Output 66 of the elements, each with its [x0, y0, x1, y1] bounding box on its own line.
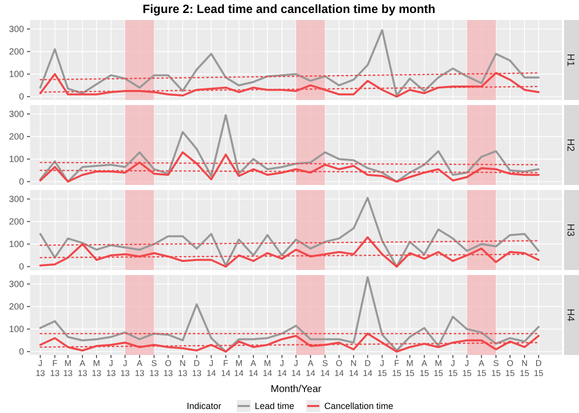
x-tick-label: A 15: [476, 358, 486, 378]
y-tick-label: 0: [18, 92, 24, 102]
legend-label: Cancellation time: [324, 401, 394, 411]
x-tick-label: D 13: [192, 358, 202, 378]
text: H2: [564, 138, 576, 152]
line-series: [39, 29, 540, 96]
y-tick-label: 200: [8, 131, 24, 142]
y-tick-label: 100: [8, 68, 24, 79]
line-series: [39, 276, 540, 353]
x-tick-label: O 13: [163, 358, 174, 378]
x-tick-label: N 14: [348, 358, 359, 378]
x-tick-label: A 13: [78, 358, 88, 378]
y-tick-label: 300: [8, 278, 24, 289]
line-series: [39, 114, 540, 183]
y-tick-label: 200: [8, 216, 24, 226]
x-tick-label: M 15: [434, 358, 444, 378]
x-tick-label: M 14: [262, 358, 272, 378]
x-tick-label: F 14: [221, 358, 231, 378]
x-tick-label: M 15: [405, 358, 415, 378]
y-tick-label: 100: [8, 238, 24, 249]
x-axis-title: Month/Year: [270, 384, 322, 395]
x-tick-label: A 13: [134, 358, 145, 378]
x-tick-label: J 14: [291, 358, 301, 378]
y-tick-label: 100: [8, 324, 24, 334]
x-tick-label: J 15: [448, 358, 458, 378]
x-tick-label: S 14: [320, 358, 330, 378]
x-tick-label: J 13: [120, 358, 130, 378]
x-tick-label: D 15: [534, 358, 544, 378]
x-tick-label: A 14: [306, 358, 316, 378]
x-tick-label: J 15: [462, 358, 472, 378]
x-tick-label: M 13: [92, 358, 102, 378]
caption: Figure 2: Lead time and cancellation time by month: [142, 2, 436, 16]
x-tick-label: J 14: [277, 358, 287, 378]
x-tick-label: M 14: [234, 358, 244, 378]
x-tick-label: O 15: [505, 358, 516, 378]
text: H3: [564, 224, 576, 237]
legend-title: Indicator: [186, 401, 222, 411]
y-tick-label: 0: [18, 176, 24, 186]
y-tick-label: 0: [18, 262, 24, 272]
line-series: [39, 196, 540, 268]
y-tick-label: 0: [18, 346, 24, 356]
legend-label: Lead time: [254, 401, 294, 411]
x-tick-label: S 15: [491, 358, 501, 378]
text: H4: [564, 308, 576, 322]
line-series: [39, 236, 540, 268]
x-tick-label: O 14: [334, 358, 344, 378]
y-tick-label: 200: [8, 301, 24, 312]
x-tick-label: N 13: [178, 358, 188, 378]
x-tick-label: J 13: [106, 358, 116, 378]
x-tick-label: J 15: [377, 358, 388, 378]
x-tick-label: A 15: [420, 358, 430, 378]
y-tick-label: 200: [8, 46, 24, 56]
text: H1: [564, 54, 576, 67]
y-tick-label: 300: [8, 194, 24, 204]
x-tick-label: F 15: [392, 358, 402, 378]
y-tick-label: 100: [8, 154, 24, 164]
x-tick-label: N 15: [520, 358, 530, 378]
x-tick-label: J 13: [36, 358, 46, 378]
x-tick-label: D 14: [362, 358, 373, 378]
x-tick-label: S 13: [149, 358, 160, 378]
x-tick-label: J 14: [206, 358, 216, 378]
x-tick-label: F 13: [50, 358, 60, 378]
x-tick-label: A 14: [248, 358, 258, 378]
y-tick-label: 300: [8, 108, 24, 119]
x-tick-label: M 13: [63, 358, 73, 378]
y-tick-label: 300: [8, 24, 24, 34]
